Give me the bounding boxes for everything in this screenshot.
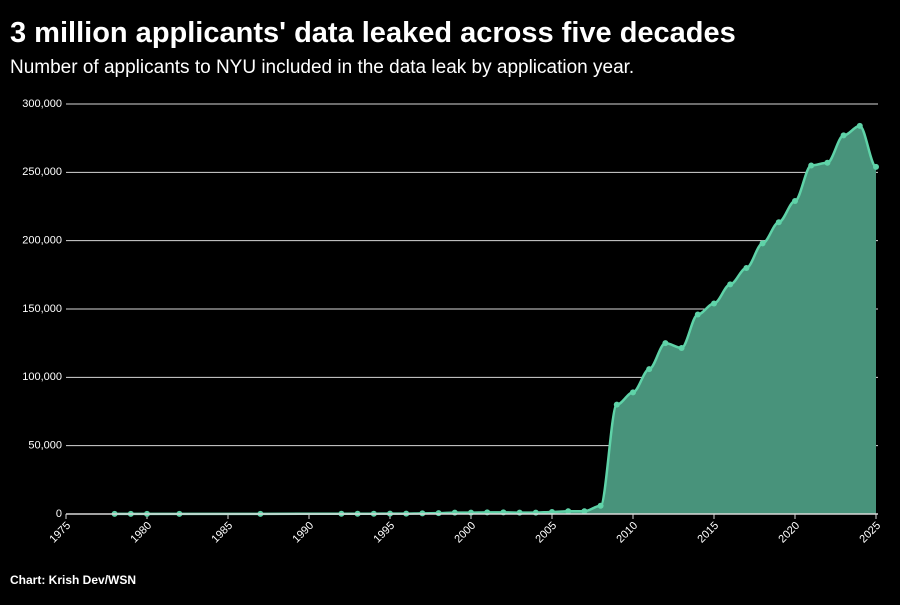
y-tick-label: 0 [56, 508, 62, 520]
point [808, 162, 815, 169]
y-tick-label: 50,000 [28, 440, 62, 452]
y-tick-label: 150,000 [22, 303, 62, 315]
point [759, 240, 766, 247]
point [678, 344, 685, 351]
x-tick-label: 2020 [776, 520, 802, 546]
x-tick-label: 1990 [290, 520, 316, 546]
point [435, 510, 442, 517]
y-tick-label: 300,000 [22, 98, 62, 110]
x-tick-label: 1975 [47, 520, 73, 546]
x-tick-label: 1995 [371, 520, 397, 546]
area [114, 125, 877, 514]
y-tick-label: 250,000 [22, 166, 62, 178]
x-tick-label: 2005 [533, 520, 559, 546]
point [824, 159, 831, 166]
credit: Chart: Krish Dev/WSN [10, 573, 136, 587]
y-tick-label: 100,000 [22, 371, 62, 383]
x-tick-label: 2010 [614, 520, 640, 546]
chart-subtitle: Number of applicants to NYU included in … [10, 57, 634, 78]
x-tick-label: 2015 [695, 520, 721, 546]
x-tick-label: 1980 [128, 520, 154, 546]
point [581, 508, 588, 515]
point [727, 281, 734, 288]
point [613, 401, 620, 408]
point [792, 198, 798, 205]
point [840, 132, 847, 139]
y-tick-label: 200,000 [22, 235, 62, 247]
chart-title: 3 million applicants' data leaked across… [10, 17, 736, 49]
x-tick-label: 1985 [209, 520, 235, 546]
point [743, 265, 750, 271]
point [856, 122, 863, 129]
x-tick-label: 2025 [857, 520, 883, 546]
x-tick-label: 2000 [452, 520, 478, 546]
point [646, 366, 653, 373]
point [775, 219, 782, 226]
point [711, 300, 717, 307]
point [694, 311, 701, 318]
point [565, 508, 572, 515]
point [662, 340, 669, 347]
point [630, 389, 636, 396]
point [597, 502, 604, 509]
point [873, 163, 879, 170]
